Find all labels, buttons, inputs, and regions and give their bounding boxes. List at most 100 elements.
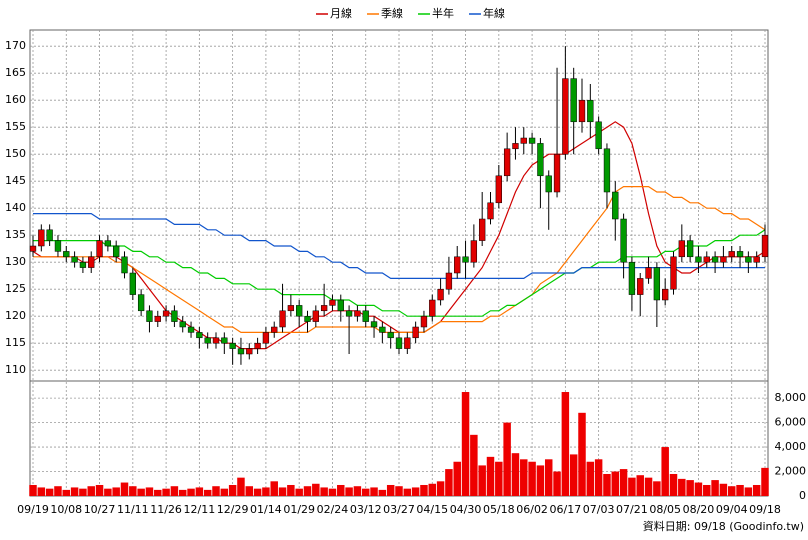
candle-body xyxy=(296,305,303,317)
x-tick-label: 06/17 xyxy=(550,503,582,516)
candle-body xyxy=(312,310,319,322)
x-tick-label: 03/27 xyxy=(383,503,415,516)
x-tick-label: 06/02 xyxy=(516,503,548,516)
x-tick-label: 07/21 xyxy=(616,503,648,516)
volume-bar xyxy=(178,489,187,496)
candle-body xyxy=(362,310,369,322)
candle-body xyxy=(254,342,261,349)
volume-bar xyxy=(386,484,395,496)
candle-body xyxy=(179,321,186,328)
volume-bar xyxy=(445,469,453,496)
candle-body xyxy=(271,326,278,333)
candle-body xyxy=(553,153,561,193)
candle-body xyxy=(761,234,769,258)
volume-bar xyxy=(544,459,553,496)
volume-bar xyxy=(162,488,170,496)
candle-body xyxy=(578,99,586,123)
volume-bar xyxy=(628,477,636,496)
candle-body xyxy=(395,337,403,349)
volume-bar xyxy=(320,487,328,496)
candle-body xyxy=(79,261,87,268)
x-tick-label: 01/29 xyxy=(283,503,315,516)
volume-bar xyxy=(79,488,87,496)
volume-bar xyxy=(120,482,129,496)
candle-body xyxy=(745,256,752,263)
candle-body xyxy=(637,278,644,295)
volume-bar xyxy=(187,488,195,496)
volume-bar xyxy=(569,454,578,496)
candle-body xyxy=(454,256,461,274)
volume-bar xyxy=(653,481,661,496)
volume-bar xyxy=(220,488,229,496)
volume-bar xyxy=(154,489,162,496)
candle-body xyxy=(320,305,328,312)
candle-body xyxy=(662,288,669,301)
x-tick-label: 03/12 xyxy=(350,503,382,516)
x-tick-label: 08/20 xyxy=(683,503,715,516)
candle-body xyxy=(262,332,270,344)
candle-body xyxy=(429,299,436,317)
volume-bar xyxy=(719,483,728,496)
candle-body xyxy=(154,315,161,322)
volume-bar xyxy=(145,487,154,496)
volume-bar xyxy=(62,489,71,496)
candle-body xyxy=(470,240,478,263)
y-tick-label: 130 xyxy=(5,255,26,268)
volume-bar xyxy=(436,481,445,496)
volume-bar xyxy=(736,484,744,496)
candle-body xyxy=(437,288,444,301)
candle-body xyxy=(720,256,727,263)
volume-bar xyxy=(29,484,37,496)
y-tick-label: 155 xyxy=(5,120,26,133)
y-tick-label: 150 xyxy=(5,147,26,160)
candle-body xyxy=(703,256,710,263)
candle-body xyxy=(736,251,744,258)
volume-bar xyxy=(228,484,237,496)
volume-bar xyxy=(611,471,620,496)
candle-body xyxy=(595,121,602,150)
candle-body xyxy=(345,310,353,317)
x-tick-label: 12/29 xyxy=(217,503,249,516)
x-tick-label: 09/19 xyxy=(17,503,49,516)
x-tick-label: 02/24 xyxy=(317,503,349,516)
x-tick-label: 10/08 xyxy=(50,503,82,516)
candle-body xyxy=(146,310,153,322)
y-tick-label: 125 xyxy=(5,282,26,295)
volume-bar xyxy=(686,480,694,496)
candle-body xyxy=(337,299,344,312)
volume-bar xyxy=(378,489,387,496)
candle-body xyxy=(420,315,428,328)
y-tick-label: 160 xyxy=(5,93,26,106)
legend-label: 季線 xyxy=(381,6,403,20)
volume-bar xyxy=(603,473,611,496)
candle-body xyxy=(237,348,245,355)
candle-body xyxy=(162,310,170,317)
volume-bar xyxy=(495,461,503,496)
candle-body xyxy=(620,218,627,263)
volume-bar xyxy=(104,488,112,496)
volume-bar xyxy=(461,392,470,496)
volume-bar xyxy=(453,461,461,496)
candle-body xyxy=(728,251,735,258)
volume-bar xyxy=(486,456,495,496)
volume-bar xyxy=(129,486,137,496)
volume-bar xyxy=(87,486,95,496)
candle-body xyxy=(503,148,511,177)
volume-bar xyxy=(703,484,711,496)
volume-tick-label: 4,000 xyxy=(775,440,807,453)
x-tick-label: 01/14 xyxy=(250,503,282,516)
x-tick-label: 09/18 xyxy=(749,503,781,516)
x-tick-label: 10/27 xyxy=(84,503,116,516)
volume-bar xyxy=(761,467,769,496)
candle-body xyxy=(387,332,394,339)
ma-line xyxy=(33,213,765,279)
volume-bar xyxy=(353,486,362,496)
volume-bar xyxy=(511,453,520,496)
volume-bar xyxy=(253,488,262,496)
candle-body xyxy=(670,256,677,290)
candle-body xyxy=(38,229,45,247)
candle-body xyxy=(113,245,120,258)
candle-body xyxy=(404,337,411,349)
candle-body xyxy=(54,240,62,252)
candle-body xyxy=(370,321,378,328)
